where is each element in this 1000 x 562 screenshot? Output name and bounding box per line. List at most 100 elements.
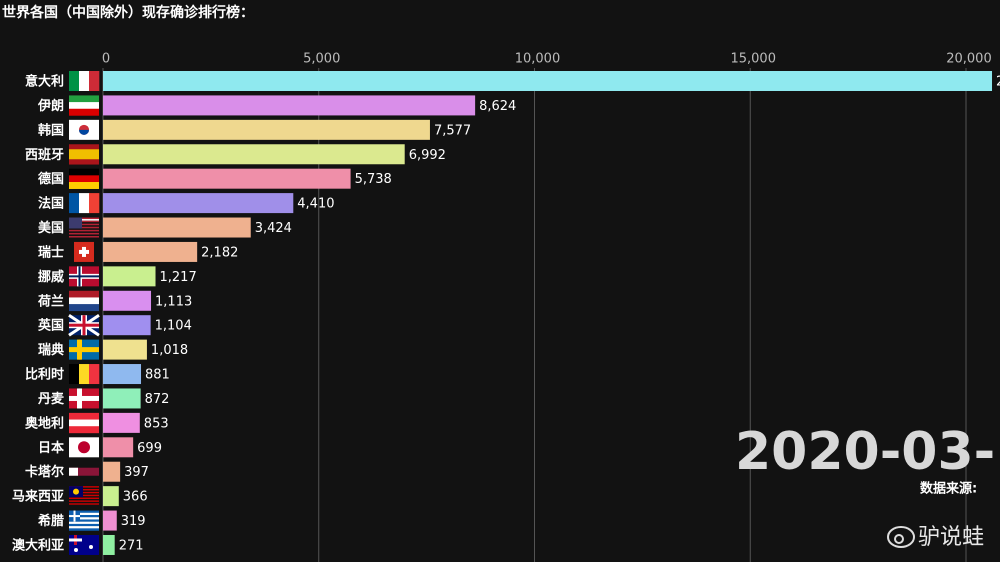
flag — [69, 412, 99, 434]
category-label: 日本 — [38, 440, 64, 456]
flag-part — [69, 175, 99, 183]
flag-part — [89, 193, 100, 214]
flag-part — [89, 544, 93, 549]
flag-part — [69, 419, 99, 427]
bar — [103, 241, 198, 262]
category-label: 意大利 — [25, 74, 64, 90]
bar — [103, 315, 151, 336]
flag-part — [69, 71, 80, 91]
bar — [103, 144, 405, 165]
bar — [103, 534, 115, 555]
bar — [103, 388, 141, 409]
flag-part — [69, 517, 99, 520]
flag-part — [69, 144, 99, 150]
x-tick-label: 10,000 — [515, 52, 561, 67]
value-label: 872 — [145, 392, 170, 407]
flag-part — [69, 220, 99, 223]
flag-part — [69, 297, 99, 305]
x-tick-label: 0 — [102, 52, 110, 67]
flag-part — [69, 491, 99, 494]
bar — [103, 193, 294, 214]
category-label: 伊朗 — [37, 98, 64, 114]
flag-part — [69, 412, 99, 420]
flag-part — [69, 500, 99, 502]
flag — [69, 534, 99, 555]
bar — [103, 412, 140, 433]
bar — [103, 510, 117, 531]
flag-part — [79, 71, 90, 91]
flag — [69, 388, 99, 409]
date-label: 2020-03-1 — [735, 422, 1000, 482]
category-label: 瑞典 — [38, 342, 64, 358]
flag — [69, 467, 99, 476]
value-label: 1,018 — [151, 343, 188, 358]
value-label: 4,410 — [297, 197, 334, 212]
flag-part — [79, 129, 90, 135]
flag-part — [69, 304, 99, 312]
flag-part — [69, 523, 99, 527]
category-label: 瑞士 — [38, 244, 64, 260]
chart-title: 世界各国（中国除外）现存确诊排行榜： — [2, 4, 254, 21]
flag — [69, 193, 100, 214]
flag-part — [69, 235, 99, 238]
flag-part — [69, 229, 99, 232]
bar — [103, 364, 142, 385]
value-label: 3,424 — [255, 221, 292, 236]
flag-part — [69, 159, 99, 165]
flag-part — [69, 217, 99, 220]
category-label: 奥地利 — [25, 415, 64, 431]
flag-part — [69, 217, 82, 229]
flag-part — [69, 467, 78, 476]
bar — [103, 119, 430, 140]
flag — [69, 437, 99, 458]
flag-part — [69, 526, 99, 529]
grid: 0 5,000 10,000 15,000 20,000 — [102, 52, 992, 562]
flag-part — [69, 275, 99, 278]
flag-part — [69, 193, 80, 214]
value-label: 2,182 — [201, 245, 238, 260]
flag — [69, 364, 100, 385]
category-label: 澳大利亚 — [12, 537, 64, 553]
flag — [69, 119, 99, 140]
flag-part — [69, 323, 99, 327]
flag-part — [79, 364, 90, 385]
flag-part — [69, 488, 99, 491]
value-label: 7,577 — [434, 123, 471, 138]
value-label: 366 — [123, 490, 148, 505]
flag-part — [69, 515, 80, 518]
watermark-logo — [887, 526, 915, 548]
flag-part — [69, 219, 99, 221]
bar — [103, 486, 119, 507]
value-label: 397 — [124, 465, 149, 480]
x-tick-label: 20,000 — [946, 52, 992, 67]
bar — [103, 71, 993, 91]
value-label: 881 — [145, 368, 170, 383]
flag — [69, 217, 99, 238]
watermark: 驴说蛙 — [918, 525, 984, 550]
rows: 意大利 20,603 伊朗 8,624 韩国 7,577 西班牙 6,992 德国 5,738 法国… — [12, 71, 1000, 555]
flag-part — [69, 494, 99, 497]
bar — [103, 217, 251, 238]
value-label: 699 — [137, 441, 162, 456]
category-label: 美国 — [38, 220, 64, 236]
flag-part — [69, 510, 99, 513]
value-label: 853 — [144, 416, 169, 431]
flag — [69, 290, 99, 312]
value-label: 1,104 — [155, 319, 192, 334]
flag-part — [69, 503, 99, 505]
flag-part — [79, 193, 90, 214]
flag — [69, 144, 99, 165]
category-label: 韩国 — [38, 122, 64, 138]
value-label: 1,217 — [160, 270, 197, 285]
category-label: 英国 — [37, 318, 64, 334]
flag-part — [79, 249, 89, 254]
category-label: 挪威 — [38, 269, 64, 285]
flag-part — [69, 538, 82, 542]
category-label: 法国 — [38, 196, 64, 212]
flag-part — [89, 71, 100, 91]
flag-part — [74, 547, 78, 552]
flag-part — [69, 426, 99, 434]
flag-part — [69, 108, 99, 116]
